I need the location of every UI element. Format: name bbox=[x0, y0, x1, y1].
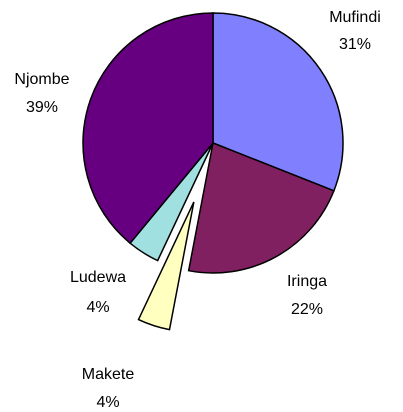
slice-value-label: 39% bbox=[26, 99, 58, 116]
slice-value-label: 22% bbox=[291, 301, 323, 318]
slice-label: Makete bbox=[82, 366, 135, 383]
pie-slice bbox=[212, 12, 344, 192]
slice-value-label: 31% bbox=[339, 36, 371, 53]
slice-value-label: 4% bbox=[86, 299, 109, 316]
pie-slice bbox=[137, 201, 195, 331]
slice-value-label: 4% bbox=[96, 394, 119, 411]
pie-slice bbox=[187, 141, 335, 274]
slice-label: Mufindi bbox=[329, 9, 381, 26]
slice-label: Ludewa bbox=[70, 269, 126, 286]
slice-label: Iringa bbox=[287, 273, 327, 290]
pie-slice bbox=[82, 12, 214, 245]
slice-label: Njombe bbox=[14, 71, 69, 88]
